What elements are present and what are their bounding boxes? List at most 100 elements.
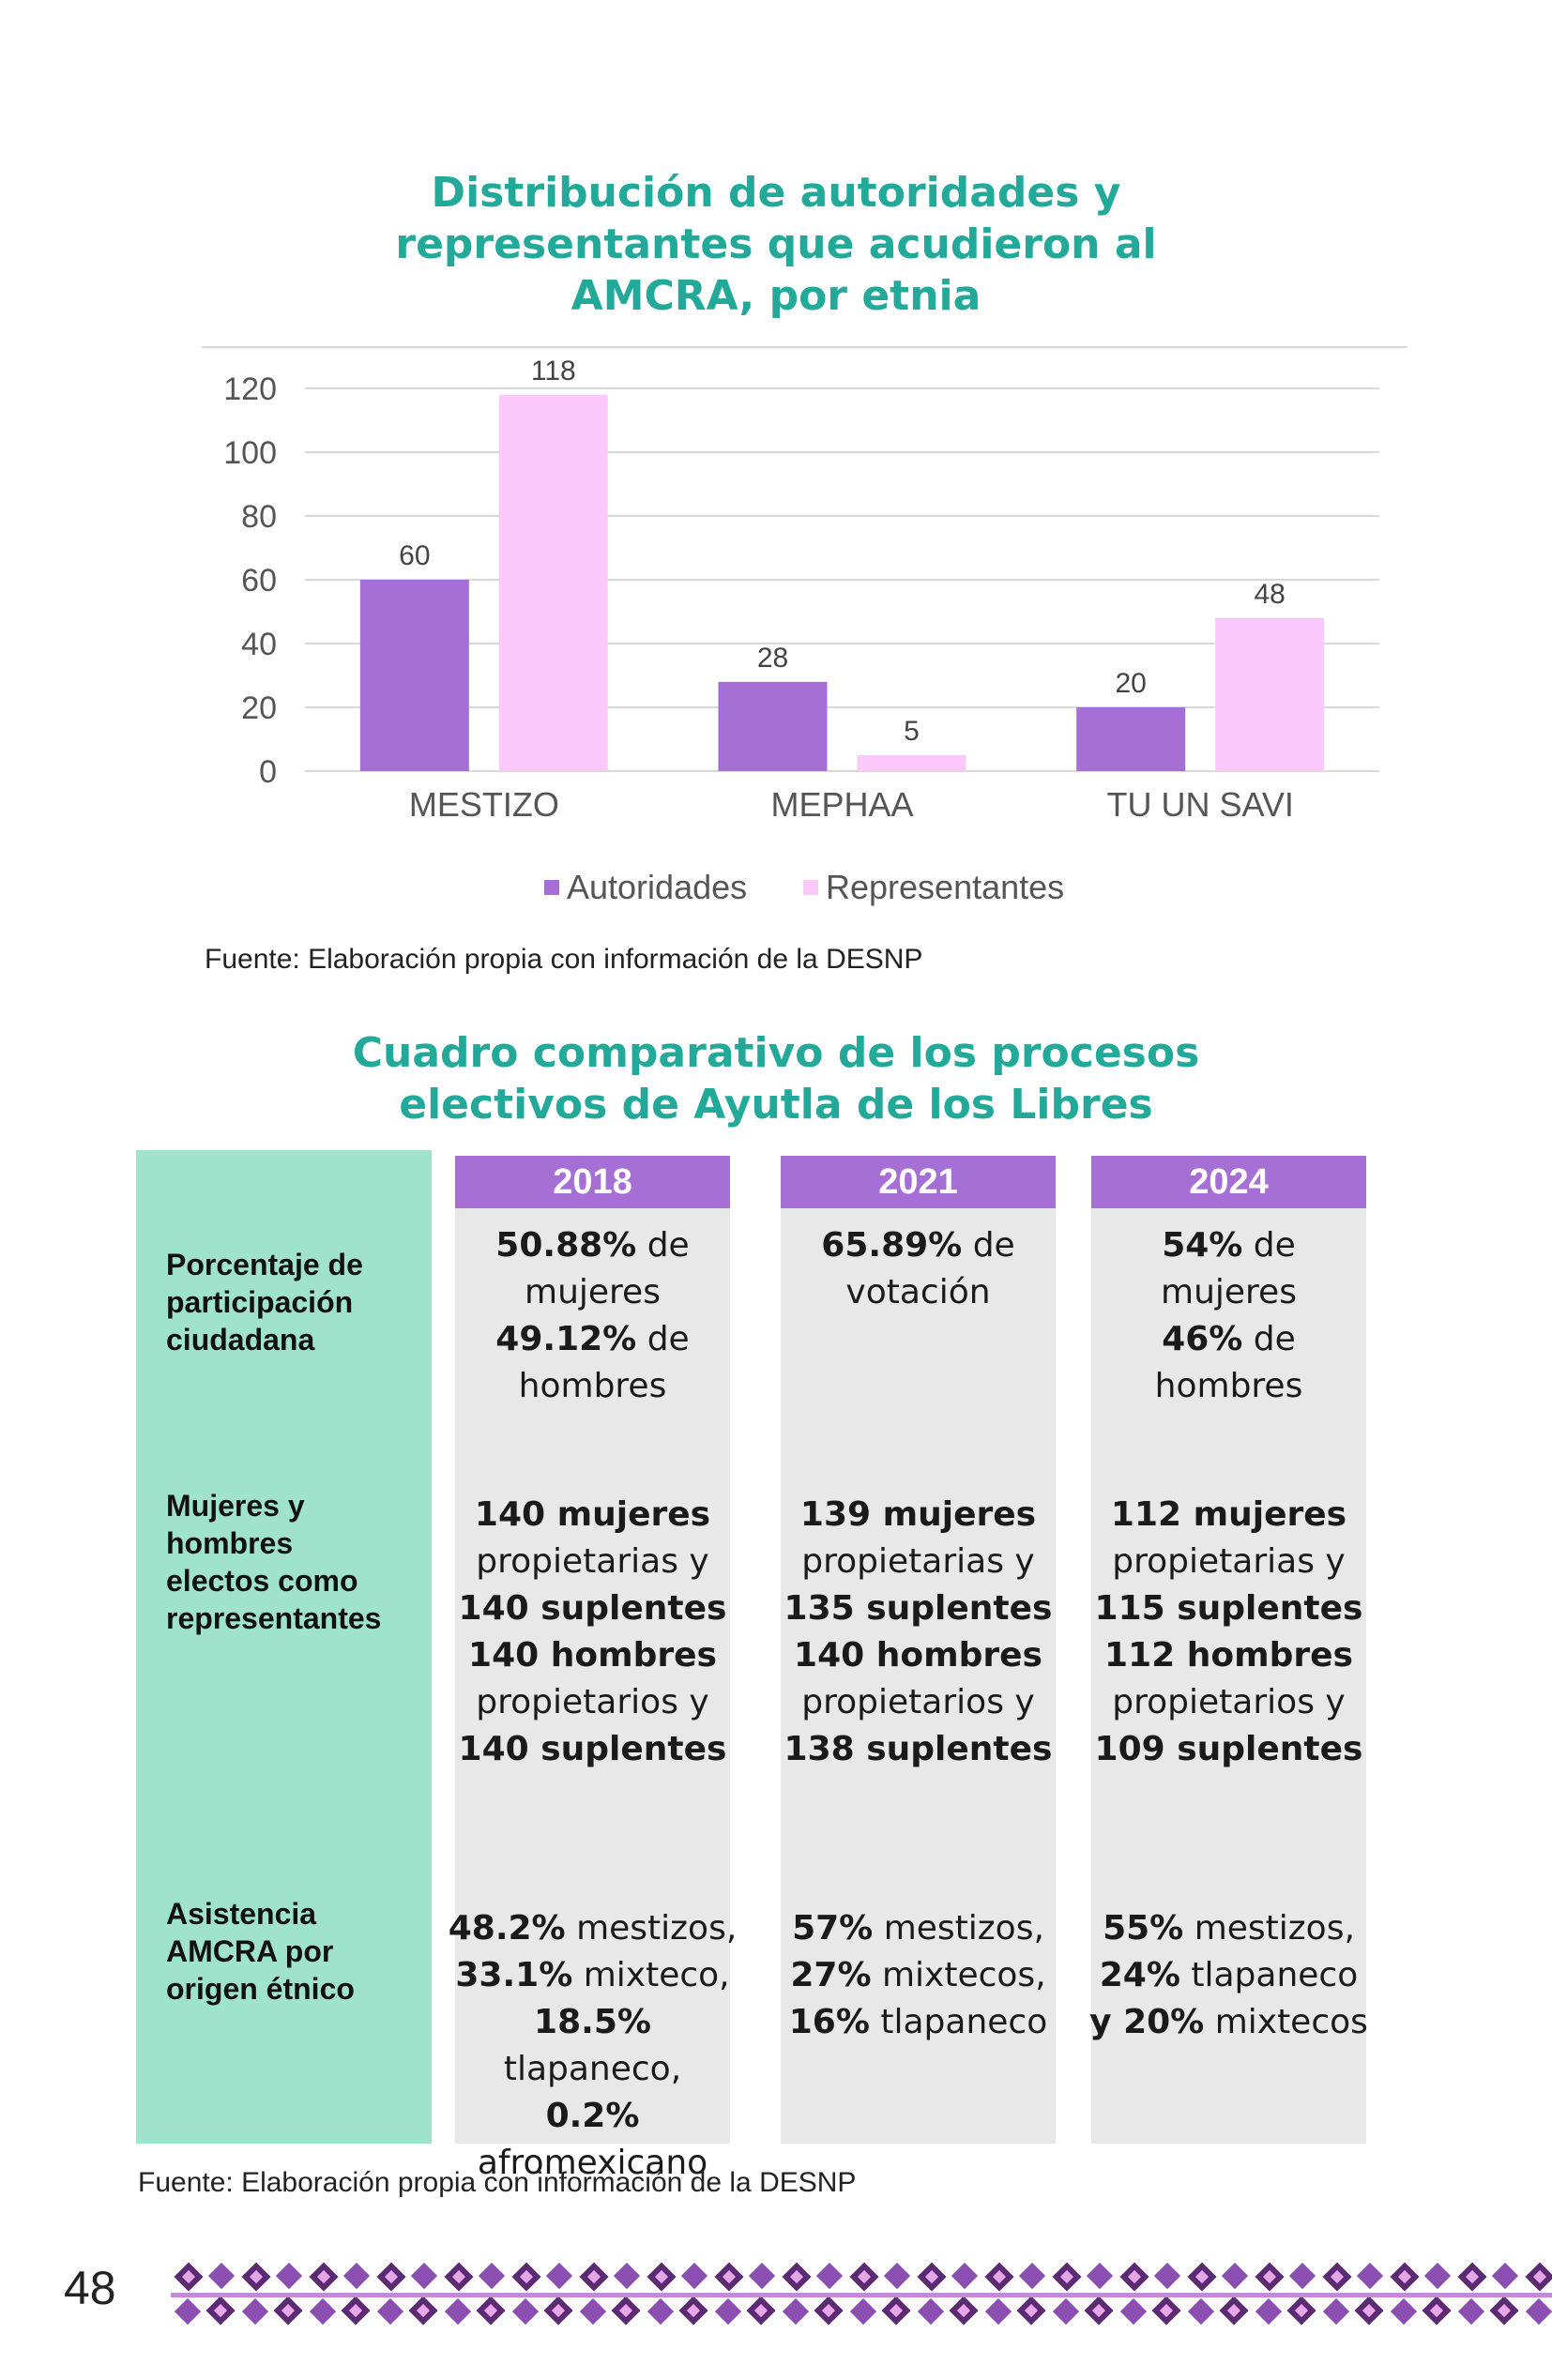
cell-line: propietarias y [801, 1542, 1035, 1581]
row-label-participation: Porcentaje de participación ciudadana [166, 1246, 363, 1358]
cell-line: votación [845, 1273, 991, 1311]
row-label-line: electos como [166, 1564, 358, 1598]
row-label-attendance: Asistencia AMCRA por origen étnico [166, 1895, 355, 2008]
year-column-body [781, 1208, 1056, 2144]
data-label: 5 [904, 716, 920, 747]
row-label-line: origen étnico [166, 1972, 355, 2006]
bar [1076, 707, 1186, 771]
cell-line: propietarios y [476, 1683, 709, 1721]
cell-participation: 50.88% de mujeres 49.12% de hombres [444, 1222, 741, 1410]
cell-attendance: 55% mestizos, 24% tlapaneco y 20% mixtecos [1080, 1905, 1377, 2046]
y-tick-label: 60 [241, 563, 277, 599]
data-label: 48 [1254, 579, 1285, 610]
category-label: TU UN SAVI [1106, 785, 1293, 824]
cell-line: 46% de [1162, 1320, 1296, 1358]
cell-line: 139 mujeres [799, 1495, 1037, 1534]
legend-label: Autoridades [567, 868, 748, 906]
cell-line: hombres [1154, 1367, 1303, 1405]
chart-title-line: representantes que acudieron al [395, 220, 1157, 268]
bar [359, 580, 469, 771]
cell-line: propietarias y [1112, 1542, 1346, 1581]
y-tick-label: 40 [241, 627, 277, 662]
cell-line: propietarios y [1112, 1683, 1346, 1721]
legend-swatch-representantes [803, 880, 818, 895]
row-label-line: participación [166, 1285, 354, 1319]
row-label-elected: Mujeres y hombres electos como represent… [166, 1487, 381, 1637]
row-label-line: Asistencia [166, 1897, 317, 1931]
data-label: 20 [1115, 668, 1146, 699]
cell-line: afromexicano [477, 2144, 708, 2182]
cell-line: 27% mixtecos, [790, 1956, 1046, 1994]
cell-line: 50.88% de [495, 1226, 690, 1265]
cell-attendance: 48.2% mestizos, 33.1% mixteco, 18.5% tlapa… [444, 1905, 741, 2187]
cell-attendance: 57% mestizos, 27% mixtecos, 16% tlapaneco [769, 1905, 1067, 2046]
cell-participation: 54% de mujeres 46% de hombres [1080, 1222, 1377, 1410]
bar-chart: 0 20 40 60 80 100 120 60 118 MESTIZO 28 5 MEPHAA 20 48… [202, 346, 1407, 824]
year-header-2021: 2021 [781, 1156, 1056, 1208]
cell-line: 54% de [1162, 1226, 1296, 1265]
cell-line: 0.2% [545, 2097, 640, 2135]
cell-elected: 112 mujeres propietarias y 115 suplentes 11… [1080, 1492, 1377, 1773]
cell-elected: 139 mujeres propietarias y 135 suplentes 14… [769, 1492, 1067, 1773]
page-number: 48 [64, 2262, 116, 2314]
cell-line: 49.12% de [495, 1320, 690, 1358]
category-label: MEPHAA [770, 785, 913, 824]
cell-line: 48.2% mestizos, [448, 1909, 738, 1948]
cell-line: 16% tlapaneco [788, 2003, 1048, 2041]
year-column-body [455, 1208, 730, 2144]
cell-line: 140 suplentes [458, 1730, 727, 1768]
cell-line: 24% tlapaneco [1099, 1956, 1359, 1994]
cell-line: 115 suplentes [1094, 1589, 1363, 1628]
cell-line: y 20% mixtecos [1089, 2003, 1368, 2041]
legend-autoridades: Autoridades [544, 868, 747, 907]
row-label-column [136, 1150, 432, 2144]
row-label-line: Porcentaje de [166, 1248, 363, 1281]
cell-line: 135 suplentes [784, 1589, 1053, 1628]
chart-title-line: Distribución de autoridades y [431, 169, 1121, 217]
chart-title-line: AMCRA, por etnia [571, 272, 981, 320]
cell-participation: 65.89% de votación [769, 1222, 1067, 1316]
year-header-2024: 2024 [1091, 1156, 1366, 1208]
cell-line: 33.1% mixteco, [455, 1956, 730, 1994]
legend-representantes: Representantes [803, 868, 1064, 907]
cell-line: 55% mestizos, [1103, 1909, 1355, 1948]
cell-line: 109 suplentes [1094, 1730, 1363, 1768]
cell-line: 112 mujeres [1110, 1495, 1347, 1534]
y-tick-label: 120 [223, 371, 277, 407]
legend-label: Representantes [826, 868, 1065, 906]
table-title-line: Cuadro comparativo de los procesos [352, 1029, 1200, 1077]
cell-line: 112 hombres [1104, 1636, 1353, 1675]
cell-elected: 140 mujeres propietarias y 140 suplentes 14… [444, 1492, 741, 1773]
cell-line: 140 hombres [468, 1636, 717, 1675]
table-title-line: electivos de Ayutla de los Libres [399, 1081, 1153, 1129]
data-label: 60 [399, 540, 430, 571]
row-label-line: AMCRA por [166, 1934, 334, 1968]
cell-line: hombres [518, 1367, 667, 1405]
bar [718, 681, 828, 771]
cell-line: propietarios y [801, 1683, 1035, 1721]
table-title: Cuadro comparativo de los procesos elect… [0, 1027, 1552, 1130]
source-note: Fuente: Elaboración propia con informaci… [138, 2167, 857, 2198]
cell-line: propietarias y [476, 1542, 709, 1581]
cell-line: 65.89% de [821, 1226, 1015, 1265]
row-label-line: hombres [166, 1526, 294, 1560]
cell-line: mujeres [1161, 1273, 1297, 1311]
year-column-body [1091, 1208, 1366, 2144]
cell-line: mujeres [525, 1273, 661, 1311]
y-tick-label: 0 [259, 754, 277, 790]
y-tick-label: 20 [241, 690, 277, 726]
cell-line: 138 suplentes [784, 1730, 1053, 1768]
y-tick-label: 100 [223, 435, 277, 471]
embroidery-border-decoration [171, 2261, 1552, 2332]
category-label: MESTIZO [409, 785, 559, 824]
bar [498, 394, 608, 771]
cell-line: 140 suplentes [458, 1589, 727, 1628]
row-label-line: ciudadana [166, 1323, 315, 1357]
y-tick-label: 80 [241, 499, 277, 535]
cell-line: 18.5% tlapaneco, [503, 2003, 682, 2088]
legend-swatch-autoridades [544, 880, 559, 895]
cell-line: 140 mujeres [474, 1495, 711, 1534]
row-label-line: representantes [166, 1601, 382, 1635]
year-header-2018: 2018 [455, 1156, 730, 1208]
data-label: 28 [757, 643, 788, 674]
